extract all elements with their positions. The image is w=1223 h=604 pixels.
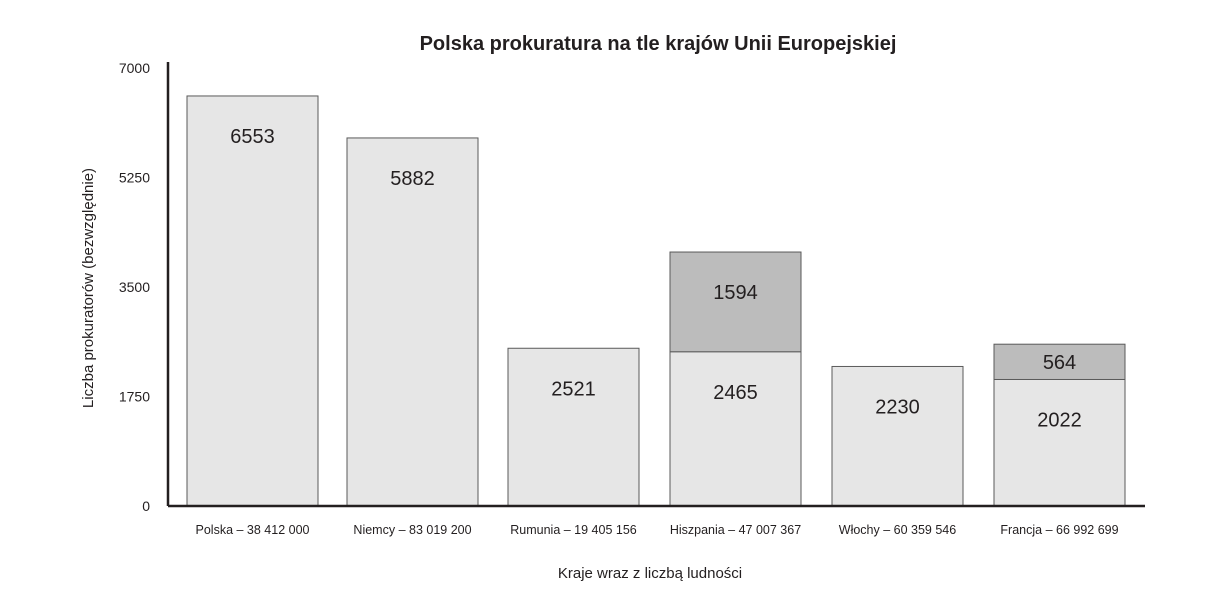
bar-base-1 (346, 137, 479, 507)
data-label-5-1: 564 (1043, 352, 1076, 374)
data-label-0-0: 6553 (230, 126, 275, 148)
data-label-2-0: 2521 (551, 378, 596, 400)
y-tick-label-4: 7000 (119, 60, 150, 76)
x-tick-label-4: Włochy – 60 359 546 (839, 523, 956, 537)
x-axis-title: Kraje wraz z liczbą ludności (558, 565, 742, 582)
bar-base-2 (507, 347, 640, 507)
bar-stack-3 (669, 251, 802, 353)
x-tick-label-1: Niemcy – 83 019 200 (353, 523, 471, 537)
y-tick-label-3: 5250 (119, 170, 150, 186)
x-tick-label-5: Francja – 66 992 699 (1000, 523, 1118, 537)
y-tick-label-1: 1750 (119, 389, 150, 405)
axes-layer (166, 62, 1145, 508)
data-label-1-0: 5882 (390, 168, 435, 190)
bar-base-5 (993, 378, 1126, 507)
x-tick-label-3: Hiszpania – 47 007 367 (670, 523, 801, 537)
bar-base-4 (831, 365, 964, 507)
bar-base-3 (669, 351, 802, 507)
data-label-5-0: 2022 (1037, 409, 1082, 431)
bar-stack-5 (993, 343, 1126, 380)
x-tick-label-0: Polska – 38 412 000 (196, 523, 310, 537)
y-tick-label-2: 3500 (119, 279, 150, 295)
x-tick-label-2: Rumunia – 19 405 156 (510, 523, 637, 537)
bars-layer (186, 95, 1126, 507)
labels-layer: 6553 Polska – 38 412 000 5882 Niemcy – 83 0… (119, 60, 1119, 537)
bar-base-0 (186, 95, 319, 507)
y-tick-label-0: 0 (142, 498, 150, 514)
chart-title: Polska prokuratura na tle krajów Unii Eu… (420, 33, 897, 55)
y-axis-title: Liczba prokuratorów (bezwzględnie) (80, 168, 97, 408)
data-label-3-1: 1594 (713, 282, 758, 304)
data-label-3-0: 2465 (713, 382, 758, 404)
data-label-4-0: 2230 (875, 396, 920, 418)
